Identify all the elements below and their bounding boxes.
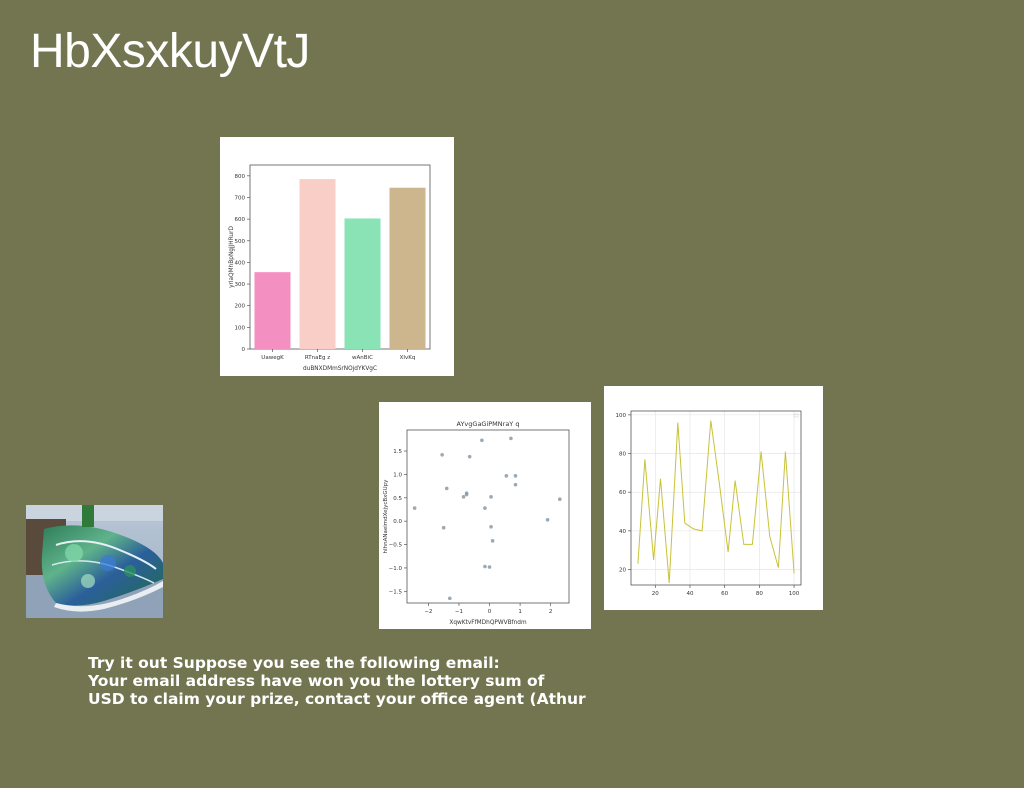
line-chart: 20 40 60 80 100 20 40 60 80 100 (616, 410, 802, 597)
scatter-point (558, 497, 562, 501)
caption-line-2: Your email address have won you the lott… (88, 672, 545, 690)
scatter-x-tick-label: 0 (488, 609, 492, 615)
line-x-tick-label: 100 (789, 591, 800, 597)
scatter-y-tick-label: −0.5 (389, 543, 403, 549)
bar-y-tick-label: 700 (235, 195, 246, 201)
line-y-tick-label: 40 (619, 529, 626, 535)
bar-y-axis-label: yrlaQMhBpNgjJHRurD (229, 226, 235, 288)
line-x-tick-label: 20 (652, 591, 659, 597)
bar-y-tick-label: 400 (235, 260, 246, 266)
scatter-x-axis-label: XqwKtvFfMDhQPWVBfndm (449, 620, 527, 626)
bar-plot-frame (249, 164, 431, 350)
scatter-x-tick-label: 1 (518, 609, 522, 615)
bar (344, 218, 381, 349)
scatter-point (467, 454, 472, 459)
scatter-point (447, 596, 452, 601)
scatter-point (483, 506, 487, 510)
scatter-point (464, 492, 469, 497)
scatter-plot-frame (406, 429, 570, 604)
scatter-point (441, 525, 446, 530)
scatter-chart-panel: AYvgGaGiPMNraY q −2 −1 0 1 2 −1.5 −1.0 −0.5 0.0 0.… (379, 402, 591, 629)
line-x-tick-label: 60 (721, 591, 728, 597)
scatter-point (440, 452, 444, 457)
scatter-x-tick-label: −2 (424, 609, 432, 615)
line-x-tick-label: 40 (686, 591, 693, 597)
scatter-point (483, 564, 487, 569)
magazine-photo-image (26, 505, 163, 618)
scatter-point (545, 517, 550, 522)
scatter-point (461, 495, 466, 499)
bar-y-tick-label: 500 (235, 239, 246, 245)
bar-x-tick-label: XIvKq (400, 355, 416, 361)
line-y-tick-label: 80 (619, 452, 626, 458)
bar-chart: 0 100 200 300 400 500 600 700 800 UawegK RTnaEg z w… (229, 164, 431, 372)
scatter-point (504, 474, 509, 478)
caption-line-1: Try it out Suppose you see the following… (88, 654, 500, 672)
magazine-photo (26, 505, 163, 618)
caption-text: Try it out Suppose you see the following… (88, 654, 648, 708)
bar (389, 187, 426, 349)
bar-y-tick-label: 800 (235, 174, 246, 180)
bar-y-tick-label: 600 (235, 217, 246, 223)
scatter-point (489, 524, 493, 529)
scatter-y-tick-label: 1.0 (393, 472, 402, 478)
line-legend-box (793, 413, 799, 418)
line-chart-panel: 20 40 60 80 100 20 40 60 80 100 (604, 386, 823, 610)
line-plot-frame (630, 410, 802, 586)
page-title: HbXsxkuyVtJ (30, 25, 310, 78)
scatter-point (480, 438, 484, 443)
bar-x-tick-label: wAnBiC (352, 355, 373, 361)
bar (254, 272, 291, 349)
scatter-y-tick-label: −1.0 (389, 566, 403, 572)
line-y-tick-label: 100 (616, 413, 627, 419)
line-x-tick-label: 80 (756, 591, 763, 597)
scatter-x-tick-label: 2 (549, 609, 553, 615)
scatter-x-tick-label: −1 (455, 609, 463, 615)
scatter-y-axis-label: hIhnANaeimdXejycBxGUpy (383, 479, 389, 554)
bar-y-tick-label: 100 (235, 325, 246, 331)
scatter-y-tick-label: −1.5 (389, 589, 403, 595)
line-y-tick-label: 60 (619, 490, 626, 496)
scatter-point (513, 474, 518, 478)
bar-chart-panel: 0 100 200 300 400 500 600 700 800 UawegK RTnaEg z w… (220, 137, 454, 376)
line-series (637, 420, 795, 584)
bar-y-tick-label: 300 (235, 282, 246, 288)
scatter-point (487, 565, 492, 569)
bar-x-tick-label: RTnaEg z (305, 355, 330, 361)
line-y-tick-label: 20 (619, 568, 626, 574)
scatter-title: AYvgGaGiPMNraY q (457, 420, 520, 428)
scatter-point (412, 506, 417, 510)
scatter-y-tick-label: 1.5 (393, 449, 402, 455)
scatter-chart: AYvgGaGiPMNraY q −2 −1 0 1 2 −1.5 −1.0 −0.5 0.0 0.… (383, 420, 570, 626)
bar-x-tick-label: UawegK (261, 355, 284, 361)
scatter-point (444, 486, 449, 491)
bar-x-axis-label: duBNXDMmSrNOjdYKVgC (303, 366, 377, 372)
scatter-y-tick-label: 0.5 (393, 496, 402, 502)
scatter-point (489, 495, 493, 499)
bar-y-tick-label: 200 (235, 304, 246, 310)
scatter-point (513, 482, 518, 487)
scatter-y-tick-label: 0.0 (393, 519, 402, 525)
bar-y-tick-label: 0 (242, 347, 246, 353)
scatter-point (509, 436, 513, 441)
bar (299, 179, 336, 349)
caption-line-3: USD to claim your prize, contact your of… (88, 690, 586, 708)
scatter-point (490, 539, 495, 543)
